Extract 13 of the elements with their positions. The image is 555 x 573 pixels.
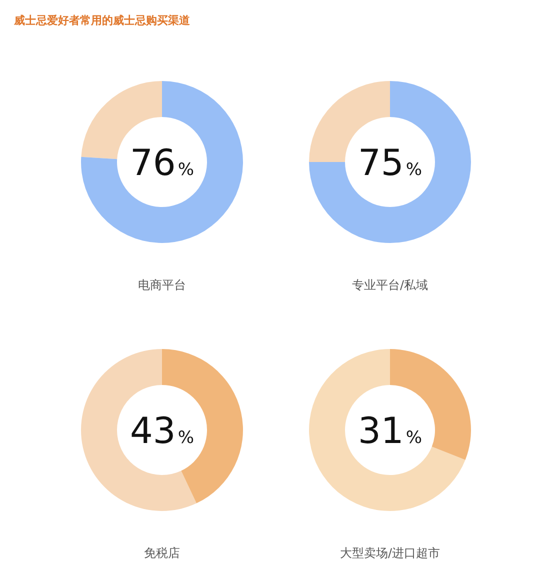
text: 75%: [358, 143, 422, 184]
donut-slice: [309, 81, 471, 243]
donut-slice: [81, 349, 196, 511]
text: 免税店: [144, 546, 180, 560]
chart-title: 威士忌爱好者常用的威士忌购买渠道: [13, 14, 191, 27]
text: 电商平台: [138, 278, 186, 292]
text: 43%: [130, 411, 194, 452]
text: 专业平台/私域: [352, 278, 428, 292]
donut-slice: [81, 81, 243, 243]
text: 76%: [130, 143, 194, 184]
donut-slice: [309, 349, 466, 511]
text: 大型卖场/进口超市: [340, 546, 440, 560]
text: 31%: [358, 411, 422, 452]
